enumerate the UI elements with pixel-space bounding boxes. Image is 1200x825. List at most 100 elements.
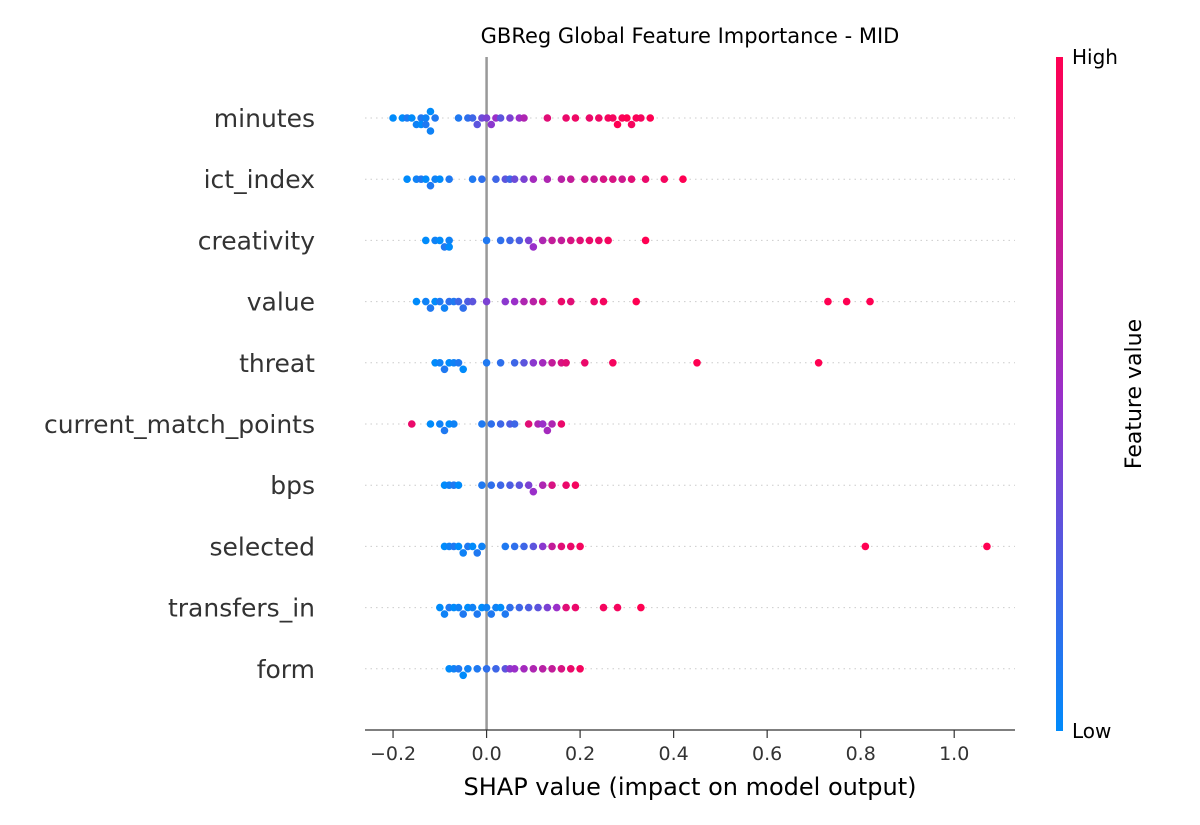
- point-current-match-points: [524, 420, 533, 428]
- point-transfers-in: [599, 603, 608, 612]
- point-minutes: [637, 114, 645, 122]
- point-selected: [529, 542, 538, 551]
- point-threat: [496, 359, 505, 367]
- point-bps: [562, 481, 570, 490]
- point-ict-index: [557, 175, 566, 183]
- point-ict-index: [468, 175, 477, 183]
- point-bps: [487, 481, 496, 490]
- point-transfers-in: [487, 610, 496, 618]
- point-transfers-in: [552, 603, 561, 612]
- point-value: [468, 297, 477, 306]
- point-minutes: [571, 114, 580, 122]
- point-threat: [520, 359, 528, 367]
- point-selected: [557, 542, 566, 551]
- point-value: [590, 297, 598, 306]
- feature-label-value: value: [247, 288, 315, 317]
- point-current-match-points: [478, 420, 486, 428]
- point-selected: [520, 542, 528, 551]
- point-ict-index: [627, 175, 636, 183]
- feature-labels: minutes ict_index creativity value threat cur…: [44, 104, 315, 684]
- point-minutes: [473, 120, 482, 129]
- point-transfers-in: [473, 610, 482, 618]
- point-form: [459, 671, 468, 680]
- point-threat: [814, 359, 823, 367]
- point-minutes: [595, 114, 603, 122]
- point-minutes: [431, 114, 439, 122]
- feature-label-threat: threat: [239, 349, 315, 378]
- point-bps: [571, 481, 580, 490]
- point-minutes: [562, 114, 570, 122]
- point-threat: [436, 359, 444, 367]
- point-creativity: [529, 243, 538, 251]
- point-ict-index: [510, 175, 519, 183]
- point-minutes: [496, 114, 505, 122]
- point-ict-index: [609, 175, 617, 183]
- point-minutes: [543, 114, 552, 122]
- point-minutes: [389, 114, 397, 122]
- point-transfers-in: [613, 603, 622, 612]
- point-minutes: [487, 120, 496, 129]
- point-current-match-points: [557, 420, 566, 428]
- point-form: [520, 665, 528, 673]
- feature-label-minutes: minutes: [214, 104, 315, 133]
- point-creativity: [436, 236, 444, 245]
- point-value: [501, 297, 510, 306]
- point-transfers-in: [440, 610, 449, 618]
- chart-title: GBReg Global Feature Importance - MID: [481, 24, 900, 48]
- point-selected: [983, 542, 991, 551]
- point-bps: [524, 481, 533, 490]
- feature-label-selected: selected: [209, 532, 315, 561]
- point-value: [459, 304, 468, 312]
- point-minutes: [421, 120, 430, 129]
- point-threat: [693, 359, 701, 367]
- point-minutes: [482, 114, 491, 122]
- point-value: [482, 297, 491, 306]
- colorbar-title: Feature value: [1122, 319, 1147, 469]
- point-selected: [501, 542, 510, 551]
- point-selected: [566, 542, 575, 551]
- point-threat: [459, 365, 468, 374]
- point-ict-index: [641, 175, 650, 183]
- point-value: [529, 297, 538, 306]
- point-minutes: [468, 114, 477, 122]
- point-ict-index: [478, 175, 486, 183]
- point-selected: [459, 549, 468, 557]
- point-form: [454, 665, 463, 673]
- point-current-match-points: [496, 420, 505, 428]
- x-tick-label: 0.8: [846, 743, 876, 765]
- point-threat: [482, 359, 491, 367]
- point-bps: [496, 481, 505, 490]
- point-creativity: [515, 236, 524, 245]
- point-creativity: [445, 236, 453, 245]
- point-creativity: [641, 236, 650, 245]
- x-tick-label: −0.2: [370, 743, 416, 765]
- point-bps: [506, 481, 514, 490]
- point-threat: [609, 359, 617, 367]
- point-bps: [454, 481, 463, 490]
- point-transfers-in: [534, 603, 542, 612]
- point-creativity: [496, 236, 505, 245]
- point-transfers-in: [468, 603, 477, 612]
- point-form: [566, 665, 575, 673]
- feature-label-current-match-points: current_match_points: [44, 410, 315, 439]
- point-minutes: [627, 120, 636, 129]
- point-threat: [548, 359, 556, 367]
- point-minutes: [407, 114, 416, 122]
- x-tick-label: 0.2: [565, 743, 595, 765]
- point-creativity: [548, 236, 556, 245]
- point-minutes: [421, 114, 430, 122]
- point-form: [548, 665, 556, 673]
- point-selected: [538, 542, 547, 551]
- point-selected: [576, 542, 584, 551]
- point-creativity: [576, 236, 584, 245]
- point-creativity: [557, 236, 566, 245]
- point-value: [426, 304, 435, 312]
- point-ict-index: [492, 175, 500, 183]
- point-creativity: [604, 236, 612, 245]
- point-minutes: [623, 114, 631, 122]
- x-tick-label: 0.0: [471, 743, 501, 765]
- point-form: [538, 665, 547, 673]
- point-value: [421, 297, 430, 306]
- point-selected: [478, 542, 486, 551]
